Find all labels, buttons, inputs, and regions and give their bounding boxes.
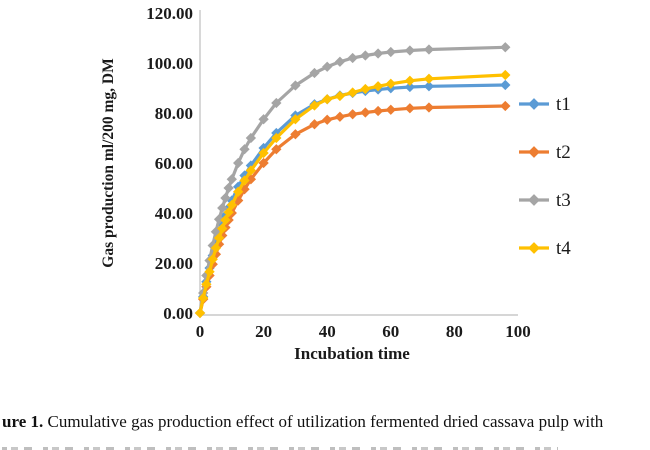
legend-label-t4: t4: [556, 238, 571, 259]
y-axis-title: Gas production ml/200 mg, DM: [100, 58, 117, 268]
legend-item-t3: t3: [519, 190, 571, 211]
y-tick-label: 120.00: [146, 4, 193, 23]
y-tick-label: 100.00: [146, 54, 193, 73]
x-tick-label: 60: [382, 322, 399, 341]
gas-production-chart: 0.00 20.00 40.00 60.00 80.00 100.00 120.00 0 20…: [100, 4, 571, 363]
figure-chart-area: 0.00 20.00 40.00 60.00 80.00 100.00 120.00 0 20…: [100, 4, 571, 363]
legend-item-t2: t2: [519, 142, 571, 163]
x-tick-label: 80: [446, 322, 463, 341]
legend-item-t4: t4: [519, 238, 571, 259]
figure-caption: ure 1. Cumulative gas production effect …: [2, 411, 650, 432]
y-tick-label: 60.00: [155, 154, 193, 173]
figure-caption-line2-clipped: [2, 447, 558, 450]
x-tick-label: 20: [255, 322, 272, 341]
legend-marker-t4: [528, 242, 540, 254]
y-axis-ticks: 0.00 20.00 40.00 60.00 80.00 100.00 120.00: [146, 4, 193, 323]
x-tick-label: 40: [319, 322, 336, 341]
series-line-t2: [198, 104, 507, 315]
series-markers-t2: [194, 100, 511, 319]
y-tick-label: 0.00: [163, 304, 193, 323]
legend-label-t1: t1: [556, 94, 571, 115]
x-tick-label: 0: [196, 322, 205, 341]
x-tick-label: 100: [505, 322, 531, 341]
y-tick-label: 40.00: [155, 204, 193, 223]
legend-marker-t2: [528, 146, 540, 158]
y-tick-label: 20.00: [155, 254, 193, 273]
legend-marker-t1: [528, 98, 540, 110]
series-markers-t4: [194, 69, 511, 319]
legend-item-t1: t1: [519, 94, 571, 115]
chart-legend: t1 t2 t3 t4: [519, 94, 571, 259]
series-group: [194, 42, 511, 319]
figure-caption-text: Cumulative gas production effect of util…: [43, 412, 604, 431]
legend-label-t3: t3: [556, 190, 571, 211]
legend-marker-t3: [528, 194, 540, 206]
x-axis-ticks: 0 20 40 60 80 100: [196, 322, 531, 341]
x-axis-title: Incubation time: [294, 344, 410, 363]
figure-caption-number: ure 1.: [2, 412, 44, 431]
legend-label-t2: t2: [556, 142, 571, 163]
y-tick-label: 80.00: [155, 104, 193, 123]
